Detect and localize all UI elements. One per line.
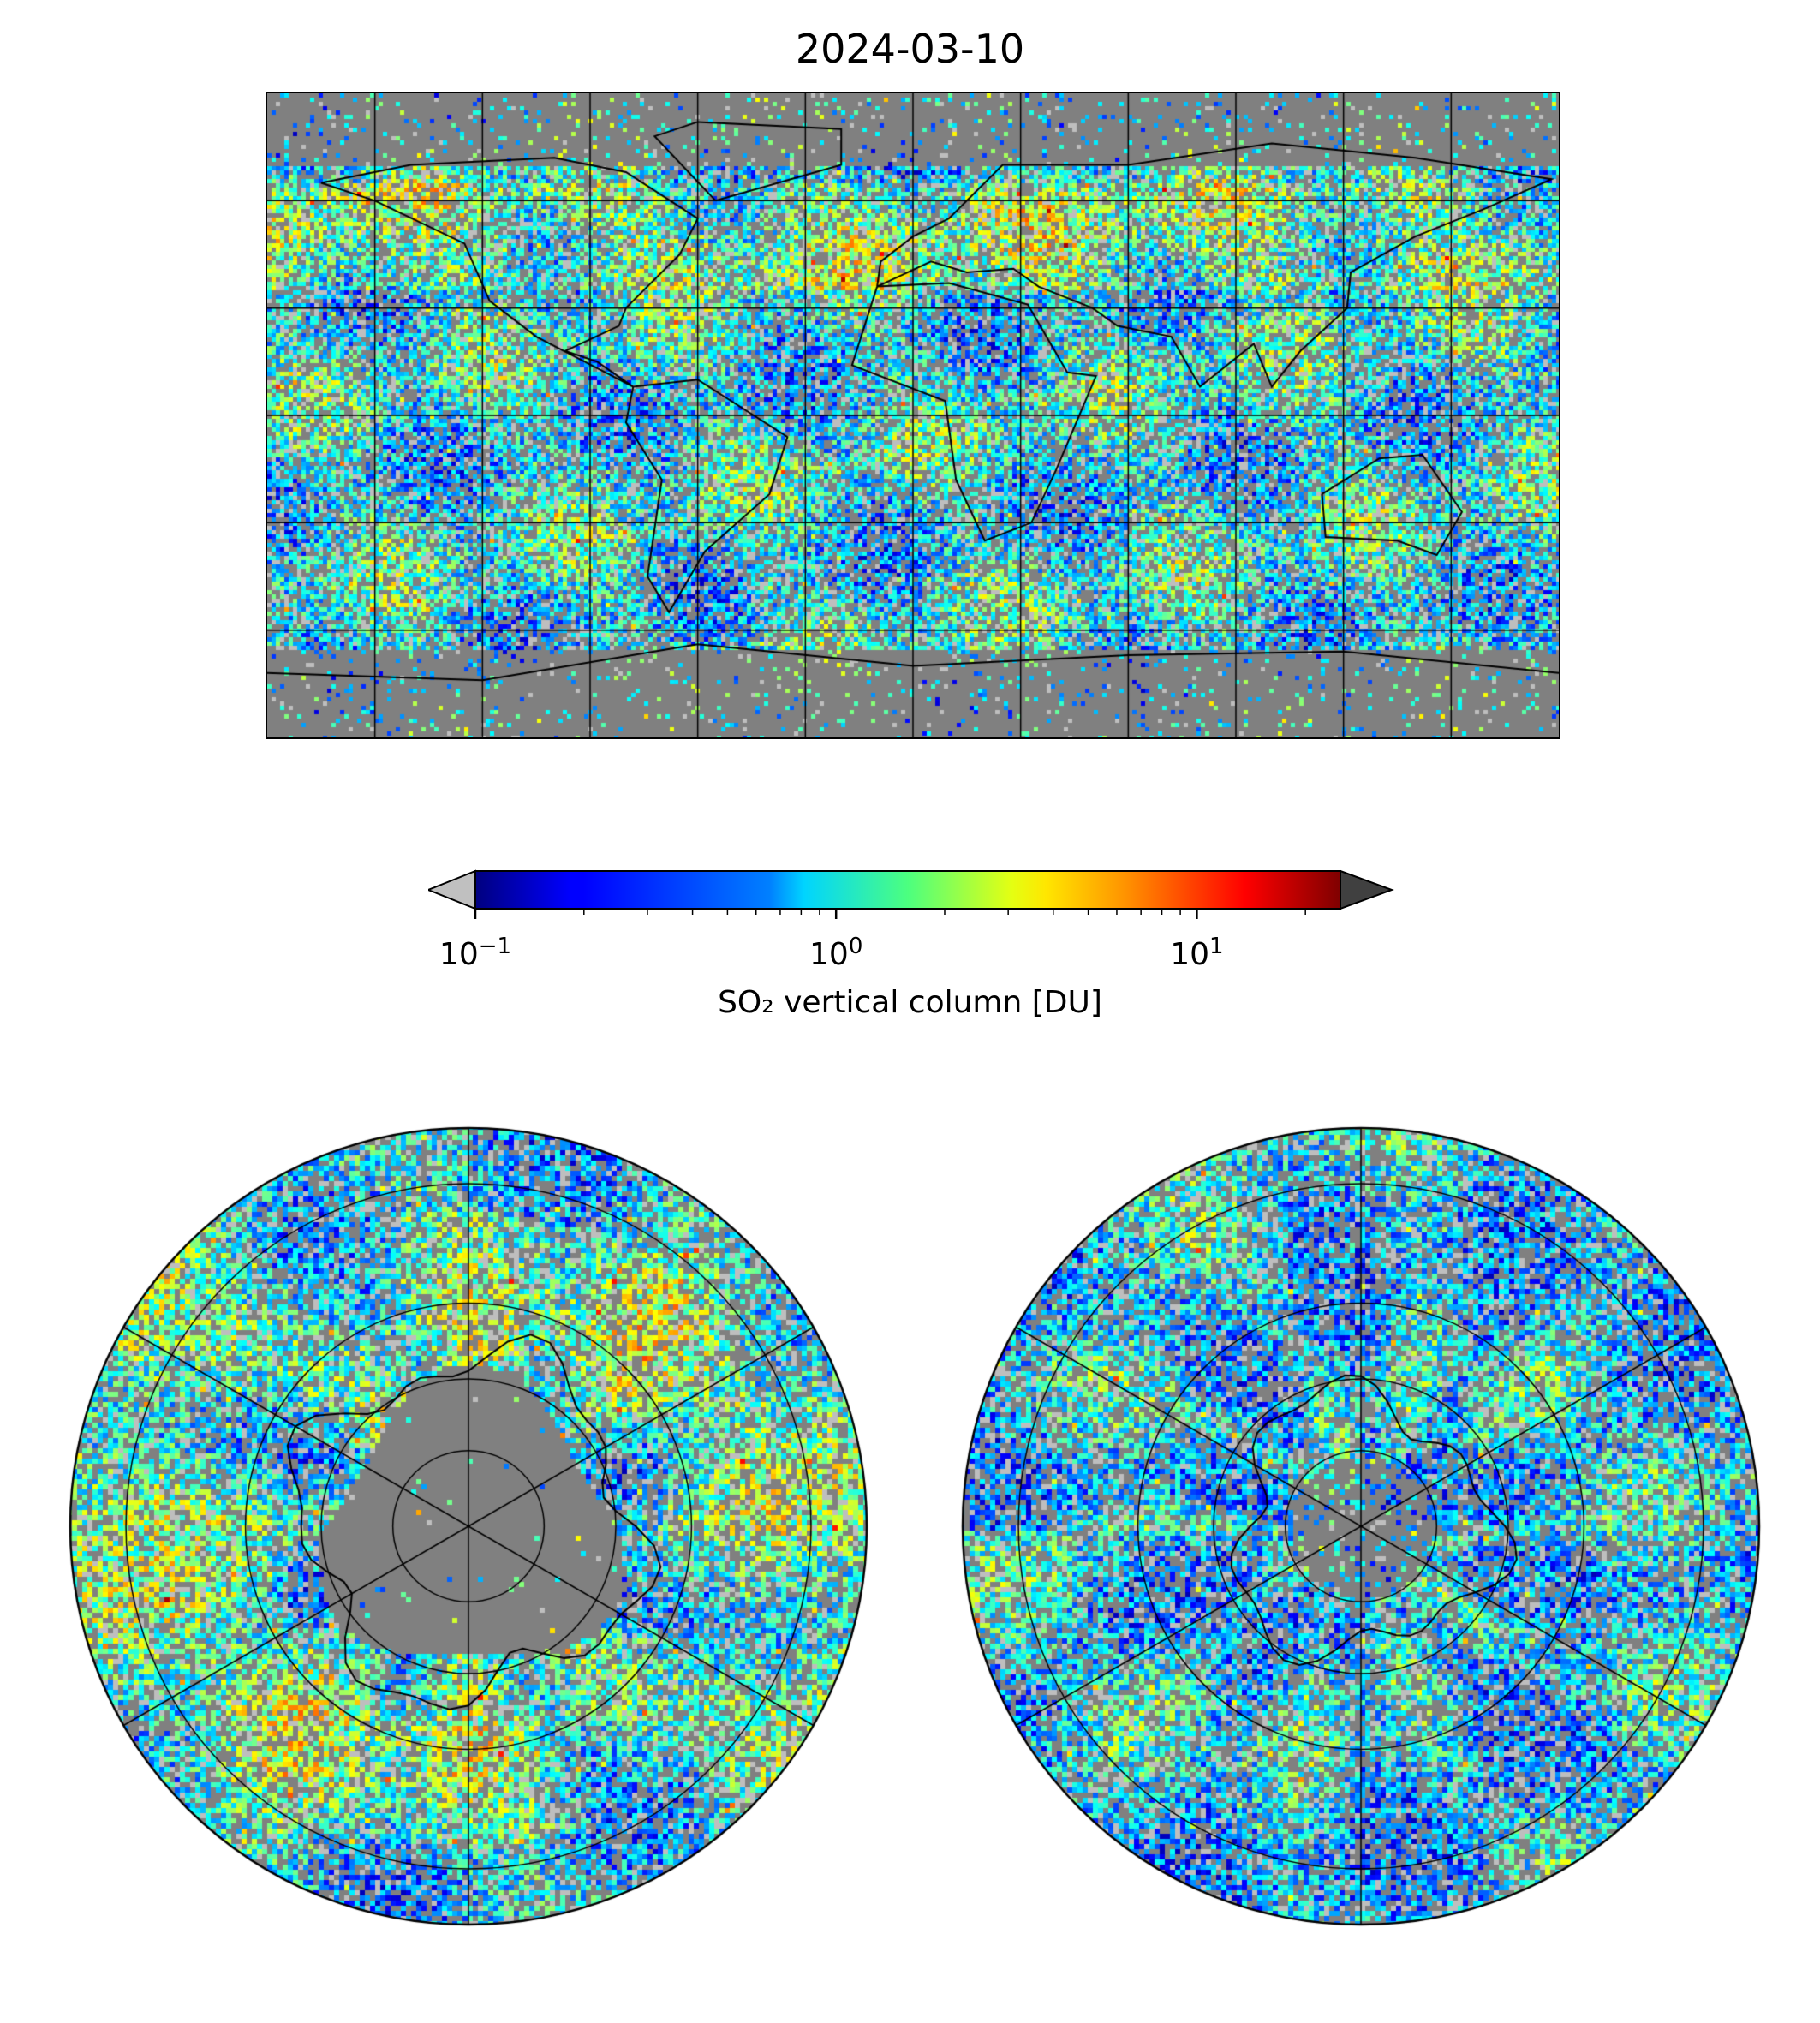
figure-title: 2024-03-10 bbox=[795, 26, 1025, 72]
colorbar-ticks bbox=[474, 909, 1306, 919]
colorbar-gradient bbox=[474, 870, 1341, 910]
colorbar-under-extension bbox=[428, 869, 476, 910]
colorbar-label: SO₂ vertical column [DU] bbox=[718, 985, 1102, 1020]
colorbar-tick-label: 10−1 bbox=[439, 934, 512, 972]
north-polar-so2-map bbox=[67, 1125, 870, 1928]
colorbar-tick-label: 101 bbox=[1170, 934, 1224, 972]
colorbar-tick-label: 100 bbox=[809, 934, 863, 972]
south-polar-so2-map bbox=[959, 1125, 1763, 1928]
global-so2-map bbox=[266, 92, 1560, 739]
colorbar-over-extension bbox=[1340, 869, 1394, 910]
colorbar bbox=[428, 869, 1394, 919]
